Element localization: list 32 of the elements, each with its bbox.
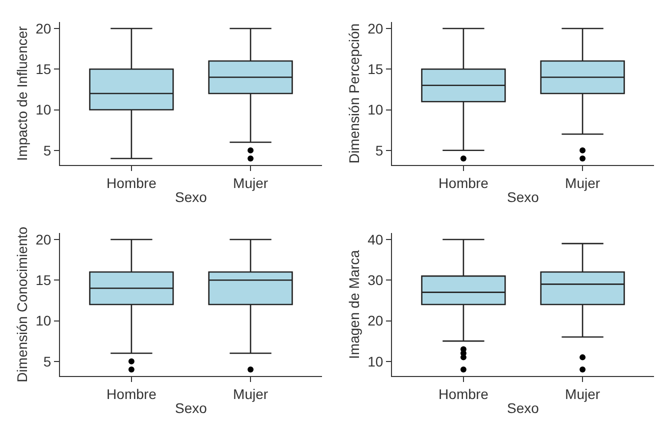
y-tick-label: 15: [36, 61, 52, 78]
x-axis-title: Sexo: [175, 189, 208, 206]
x-axis-title: Sexo: [507, 189, 540, 206]
x-tick-label: Hombre: [106, 386, 157, 402]
y-tick-label: 40: [368, 231, 384, 248]
y-tick-label: 5: [43, 142, 52, 158]
x-axis-title: Sexo: [175, 400, 208, 416]
y-tick-label: 30: [368, 272, 384, 288]
x-tick-label: Mujer: [565, 386, 600, 402]
y-tick-label: 10: [36, 312, 52, 329]
y-tick-label: 15: [36, 272, 52, 288]
x-tick-label: Hombre: [106, 174, 157, 191]
x-tick-label: Hombre: [438, 386, 489, 402]
y-tick-label: 5: [375, 142, 384, 158]
y-tick-label: 20: [36, 231, 52, 248]
y-tick-label: 20: [36, 20, 52, 36]
y-axis-title: Dimensión Percepción: [346, 23, 362, 164]
x-tick-label: Mujer: [565, 174, 600, 191]
y-tick-label: 15: [368, 61, 384, 78]
y-tick-label: 20: [368, 20, 384, 36]
y-axis-title: Imagen de Marca: [346, 250, 362, 359]
y-axis-title: Dimensión Conocimiento: [14, 226, 30, 382]
y-tick-label: 20: [368, 312, 384, 329]
x-tick-label: Mujer: [233, 174, 268, 191]
y-tick-label: 10: [368, 353, 384, 370]
x-axis-title: Sexo: [507, 400, 540, 416]
y-tick-label: 10: [36, 102, 52, 118]
y-axis-title: Impacto de Influencer: [14, 26, 30, 161]
x-tick-label: Hombre: [438, 174, 489, 191]
y-tick-label: 5: [43, 353, 52, 370]
x-tick-label: Mujer: [233, 386, 268, 402]
y-tick-label: 10: [368, 102, 384, 118]
